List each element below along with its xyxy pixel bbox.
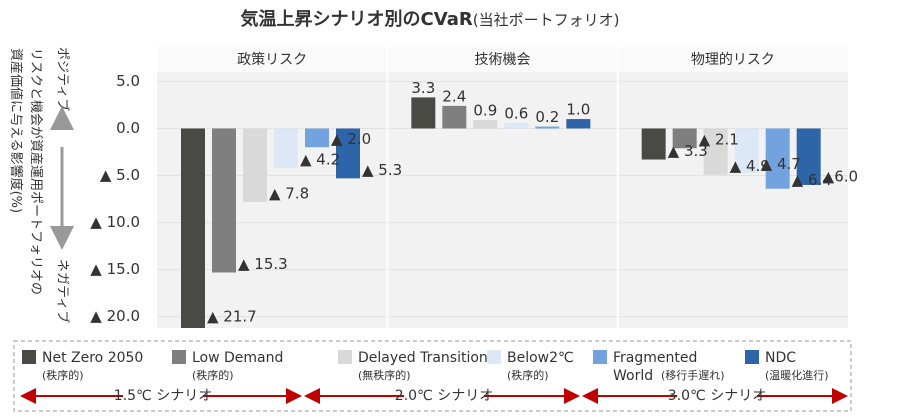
value-label: ▲ 4.7 — [761, 155, 801, 173]
category-label: 物理的リスク — [691, 52, 775, 68]
group-header — [157, 47, 848, 72]
bar — [641, 128, 666, 160]
bar — [566, 119, 591, 129]
bar — [274, 128, 298, 168]
value-label: 0.6 — [504, 104, 528, 122]
bar — [181, 128, 205, 328]
value-label: 0.9 — [473, 102, 497, 120]
legend-swatch — [172, 350, 186, 364]
value-label: ▲ 3.3 — [668, 142, 708, 160]
scenario-label: 1.5℃ シナリオ — [114, 388, 212, 404]
value-label: ▲ 6.4 — [792, 171, 832, 189]
value-label: 2.4 — [442, 87, 466, 105]
bar — [796, 128, 821, 185]
value-label: 0.2 — [535, 108, 559, 126]
bar — [504, 122, 529, 129]
chart-title: 気温上昇シナリオ別のCVaR(当社ポートフォリオ) — [241, 8, 620, 30]
scenario-label: 3.0℃ シナリオ — [668, 388, 766, 404]
value-label: ▲6.0 — [823, 167, 858, 185]
legend-label: Fragmented World — [613, 350, 697, 384]
bar — [703, 128, 728, 175]
plot-area — [157, 47, 848, 328]
value-label: ▲ 5.3 — [362, 161, 402, 179]
legend-label: NDC — [765, 350, 796, 366]
value-label: ▲ 2.1 — [699, 131, 739, 149]
bar — [672, 128, 697, 149]
legend-label: Delayed Transition — [358, 350, 488, 366]
bar — [212, 128, 236, 273]
legend-swatch — [22, 350, 36, 364]
bar — [305, 128, 329, 148]
legend-note: (移行手遅れ) — [661, 368, 725, 382]
y-tick-label: 5.0 — [116, 72, 140, 90]
bar — [765, 128, 790, 189]
y-label-top: ポジティブ — [55, 47, 71, 111]
value-label: ▲ 7.8 — [269, 184, 309, 202]
value-label: 1.0 — [566, 101, 590, 119]
legend-label: Net Zero 2050 — [42, 350, 143, 366]
y-label-bottom: ネガティブ — [55, 259, 71, 323]
legend-box — [13, 340, 852, 412]
y-tick-label: ▲ 15.0 — [90, 260, 140, 278]
y-tick-label: 0.0 — [116, 119, 140, 137]
value-label: ▲ 15.3 — [238, 255, 288, 273]
bar — [411, 97, 436, 129]
legend-note: (秩序的) — [42, 368, 84, 382]
bar — [473, 120, 498, 129]
value-label: ▲ 4.9 — [730, 157, 770, 175]
y-label-line: リスクと機会が資産運用ポートフォリオの資産価値に与える影響度(%) — [9, 48, 45, 295]
y-tick-label: ▲ 5.0 — [100, 166, 140, 184]
bar — [243, 128, 267, 202]
bar — [336, 128, 360, 179]
bar — [535, 126, 560, 129]
legend-note: (温暖化進行) — [765, 368, 829, 382]
legend-note: (秩序的) — [507, 368, 549, 382]
legend-label: Low Demand — [192, 350, 283, 366]
legend-note: (秩序的) — [192, 368, 234, 382]
y-tick-label: ▲ 20.0 — [90, 307, 140, 325]
bar — [442, 105, 467, 129]
category-label: 政策リスク — [237, 51, 307, 68]
scenario-label: 2.0℃ シナリオ — [395, 388, 493, 404]
value-label: 3.3 — [411, 79, 435, 97]
legend-note: (無秩序的) — [358, 368, 411, 382]
value-label: ▲ 2.0 — [331, 130, 371, 148]
y-tick-label: ▲ 10.0 — [90, 213, 140, 231]
legend-swatch — [487, 350, 501, 364]
category-label: 技術機会 — [475, 52, 531, 68]
bar — [734, 128, 759, 173]
legend-label: Below2℃ — [507, 350, 574, 366]
y-label: リスクと機会が資産運用ポートフォリオの資産価値に与える影響度(%) — [9, 48, 45, 295]
value-label: ▲ 21.7 — [207, 308, 257, 326]
value-label: ▲ 4.2 — [300, 151, 340, 169]
legend-swatch — [745, 350, 759, 364]
bars — [181, 97, 821, 328]
legend-swatch — [593, 350, 607, 364]
legend-swatch — [338, 350, 352, 364]
